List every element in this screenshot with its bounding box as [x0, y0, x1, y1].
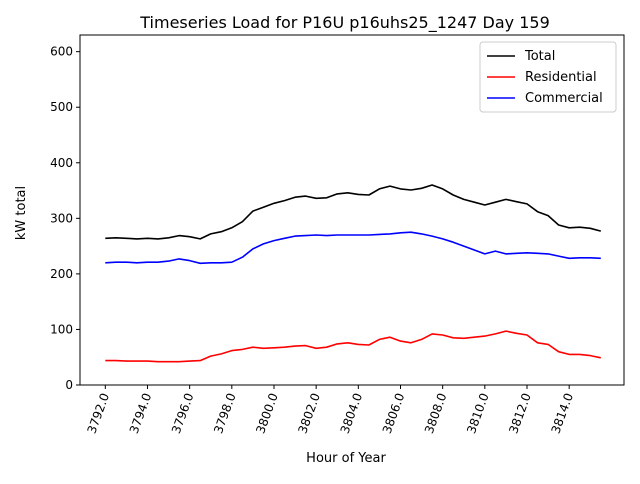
legend-label: Residential: [525, 70, 597, 85]
x-tick-label: 3800.0: [253, 391, 281, 435]
x-tick-label: 3802.0: [295, 391, 323, 435]
y-axis: 0 100 200 300 400 500 600: [50, 45, 80, 392]
y-tick-label: 500: [50, 100, 73, 114]
x-axis: 3792.0 3794.0 3796.0 3798.0 3800.0 3802.0 3804…: [85, 385, 576, 435]
y-tick-label: 600: [50, 45, 73, 59]
series-line-total: [105, 184, 602, 240]
x-tick-label: 3808.0: [422, 391, 450, 435]
y-tick-label: 0: [65, 378, 73, 392]
y-tick-label: 400: [50, 156, 73, 170]
series-line-commercial: [105, 231, 601, 265]
legend-box: [479, 41, 617, 113]
legend-label: Commercial: [525, 91, 603, 106]
y-axis-label: kW total: [14, 186, 29, 240]
series-line-residential: [105, 330, 601, 363]
legend: Total Residential Commercial: [479, 41, 617, 113]
x-tick-label: 3792.0: [85, 391, 113, 435]
x-tick-label: 3814.0: [548, 391, 576, 435]
x-tick-label: 3798.0: [211, 391, 239, 435]
x-tick-label: 3804.0: [338, 391, 366, 435]
legend-label: Total: [524, 49, 555, 64]
x-tick-label: 3794.0: [127, 391, 155, 435]
x-tick-label: 3812.0: [506, 391, 534, 435]
chart-title: Timeseries Load for P16U p16uhs25_1247 D…: [139, 13, 550, 33]
y-tick-label: 200: [50, 267, 73, 281]
series-lines: [105, 184, 602, 363]
x-tick-label: 3810.0: [464, 391, 492, 435]
y-tick-label: 300: [50, 211, 73, 225]
x-tick-label: 3806.0: [380, 391, 408, 435]
x-axis-label: Hour of Year: [306, 451, 386, 466]
plot-area: [79, 34, 625, 386]
y-tick-label: 100: [50, 322, 73, 336]
x-tick-label: 3796.0: [169, 391, 197, 435]
